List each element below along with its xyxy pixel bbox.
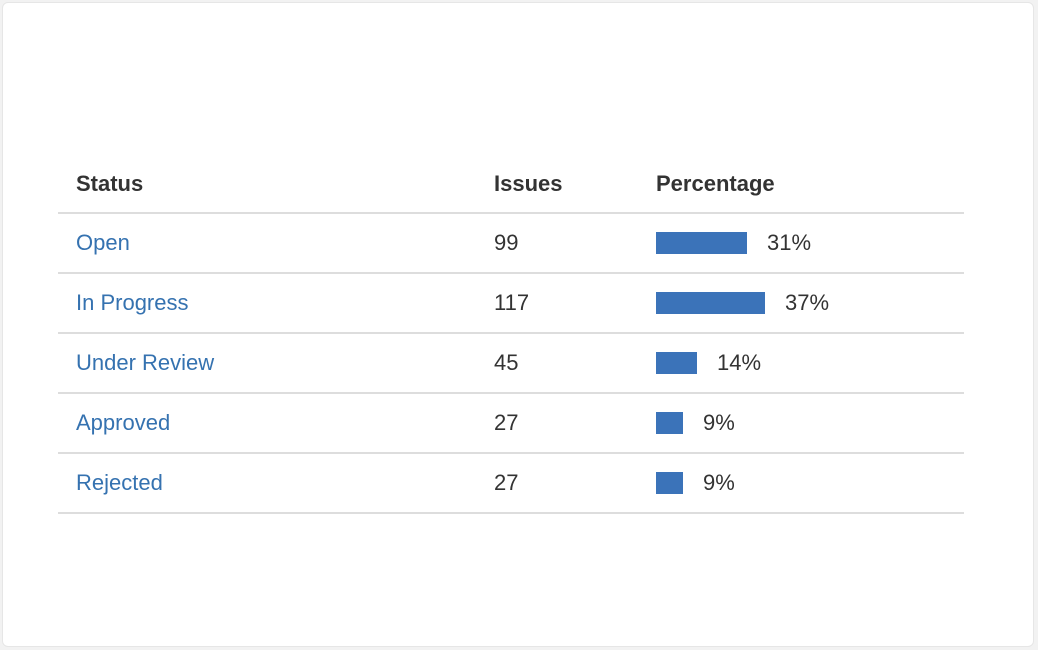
table-header-row: Status Issues Percentage	[58, 155, 964, 214]
status-cell: In Progress	[58, 273, 476, 334]
percentage-label: 37%	[785, 290, 830, 315]
header-issues: Issues	[476, 155, 638, 214]
issues-count: 27	[476, 393, 638, 454]
issues-count: 117	[476, 273, 638, 334]
percentage-label: 9%	[703, 470, 735, 495]
issues-count: 99	[476, 213, 638, 274]
status-link-in-progress[interactable]: In Progress	[76, 290, 189, 315]
percentage-bar	[656, 232, 747, 254]
percentage-cell: 37%	[638, 273, 964, 334]
percentage-bar	[656, 352, 697, 374]
table-row: Under Review 45 14%	[58, 333, 964, 394]
percentage-cell: 31%	[638, 213, 964, 274]
issue-statistics-table: Status Issues Percentage Open 99 31%	[58, 155, 964, 514]
table-row: In Progress 117 37%	[58, 273, 964, 334]
status-cell: Under Review	[58, 333, 476, 394]
percentage-label: 31%	[767, 230, 812, 255]
status-cell: Open	[58, 213, 476, 274]
status-cell: Approved	[58, 393, 476, 454]
percentage-bar	[656, 472, 683, 494]
status-link-approved[interactable]: Approved	[76, 410, 171, 435]
percentage-cell: 9%	[638, 453, 964, 514]
header-percentage: Percentage	[638, 155, 964, 214]
table-row: Approved 27 9%	[58, 393, 964, 454]
percentage-cell: 14%	[638, 333, 964, 394]
percentage-bar	[656, 412, 683, 434]
percentage-label: 9%	[703, 410, 735, 435]
table-row: Open 99 31%	[58, 213, 964, 274]
percentage-cell: 9%	[638, 393, 964, 454]
status-link-open[interactable]: Open	[76, 230, 130, 255]
percentage-bar	[656, 292, 765, 314]
table-row: Rejected 27 9%	[58, 453, 964, 514]
percentage-label: 14%	[717, 350, 762, 375]
status-link-rejected[interactable]: Rejected	[76, 470, 163, 495]
status-cell: Rejected	[58, 453, 476, 514]
header-status: Status	[58, 155, 476, 214]
status-link-under-review[interactable]: Under Review	[76, 350, 215, 375]
issues-count: 45	[476, 333, 638, 394]
issues-count: 27	[476, 453, 638, 514]
